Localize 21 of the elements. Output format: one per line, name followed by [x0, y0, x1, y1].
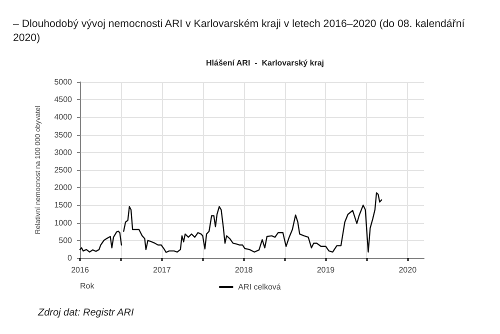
y-tick-label: 3000	[54, 148, 73, 157]
x-tick-label: 2019	[316, 266, 336, 274]
text: Zdroj dat: Registr ARI	[37, 308, 134, 318]
y-tick-label: 1000	[54, 218, 73, 228]
x-tick-label: 2017	[153, 266, 172, 274]
y-tick-label: 5000	[54, 78, 73, 86]
y-tick-label: 2500	[54, 166, 73, 174]
y-tick-label: 4000	[54, 112, 73, 122]
x-tick-label: 2018	[234, 266, 254, 274]
chart-title: – Dlouhodobý vývoj nemocnosti ARI v Karlovarském kraji v letech 2016–2020 (do 08. kalendářní 2020)	[13, 18, 465, 44]
y-tick-label: 500	[58, 236, 73, 245]
y-tick-label: 1500	[54, 200, 73, 210]
x-tick-label: 2016	[71, 266, 90, 274]
y-tick-label: 3500	[54, 130, 73, 140]
x-axis-title: Rok	[80, 282, 96, 290]
y-tick-label: 4500	[54, 95, 73, 104]
y-tick-label: 0	[68, 254, 73, 262]
legend-label: ARI celková	[238, 282, 282, 292]
chart-subtitle: Hlášení ARI - Karlovarský kraj	[206, 58, 324, 68]
y-tick-label: 2000	[54, 183, 73, 192]
x-tick-label: 2020	[398, 266, 418, 274]
